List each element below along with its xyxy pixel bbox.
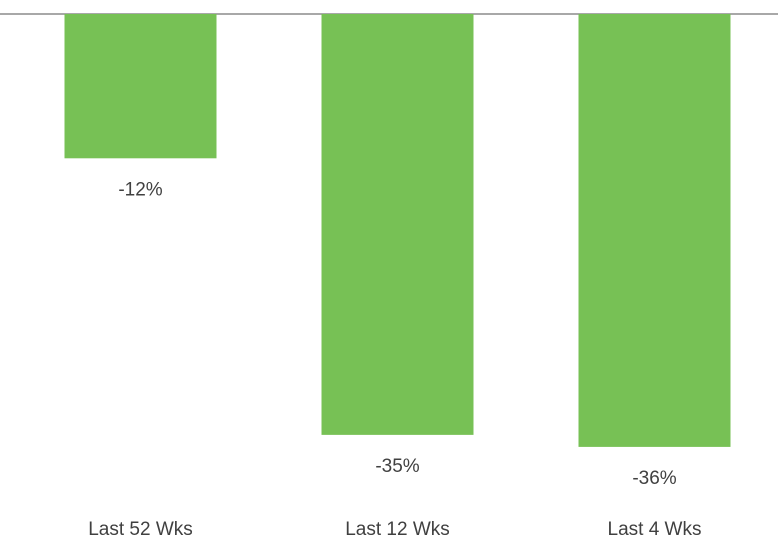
x-tick-label: Last 4 Wks	[608, 519, 702, 540]
bar	[64, 14, 217, 159]
data-label: -12%	[118, 179, 162, 200]
data-label: -36%	[632, 468, 676, 489]
x-tick-label: Last 12 Wks	[345, 519, 450, 540]
bar	[578, 14, 731, 447]
data-label: -35%	[375, 456, 419, 477]
x-tick-label: Last 52 Wks	[88, 519, 193, 540]
bar	[321, 14, 474, 435]
